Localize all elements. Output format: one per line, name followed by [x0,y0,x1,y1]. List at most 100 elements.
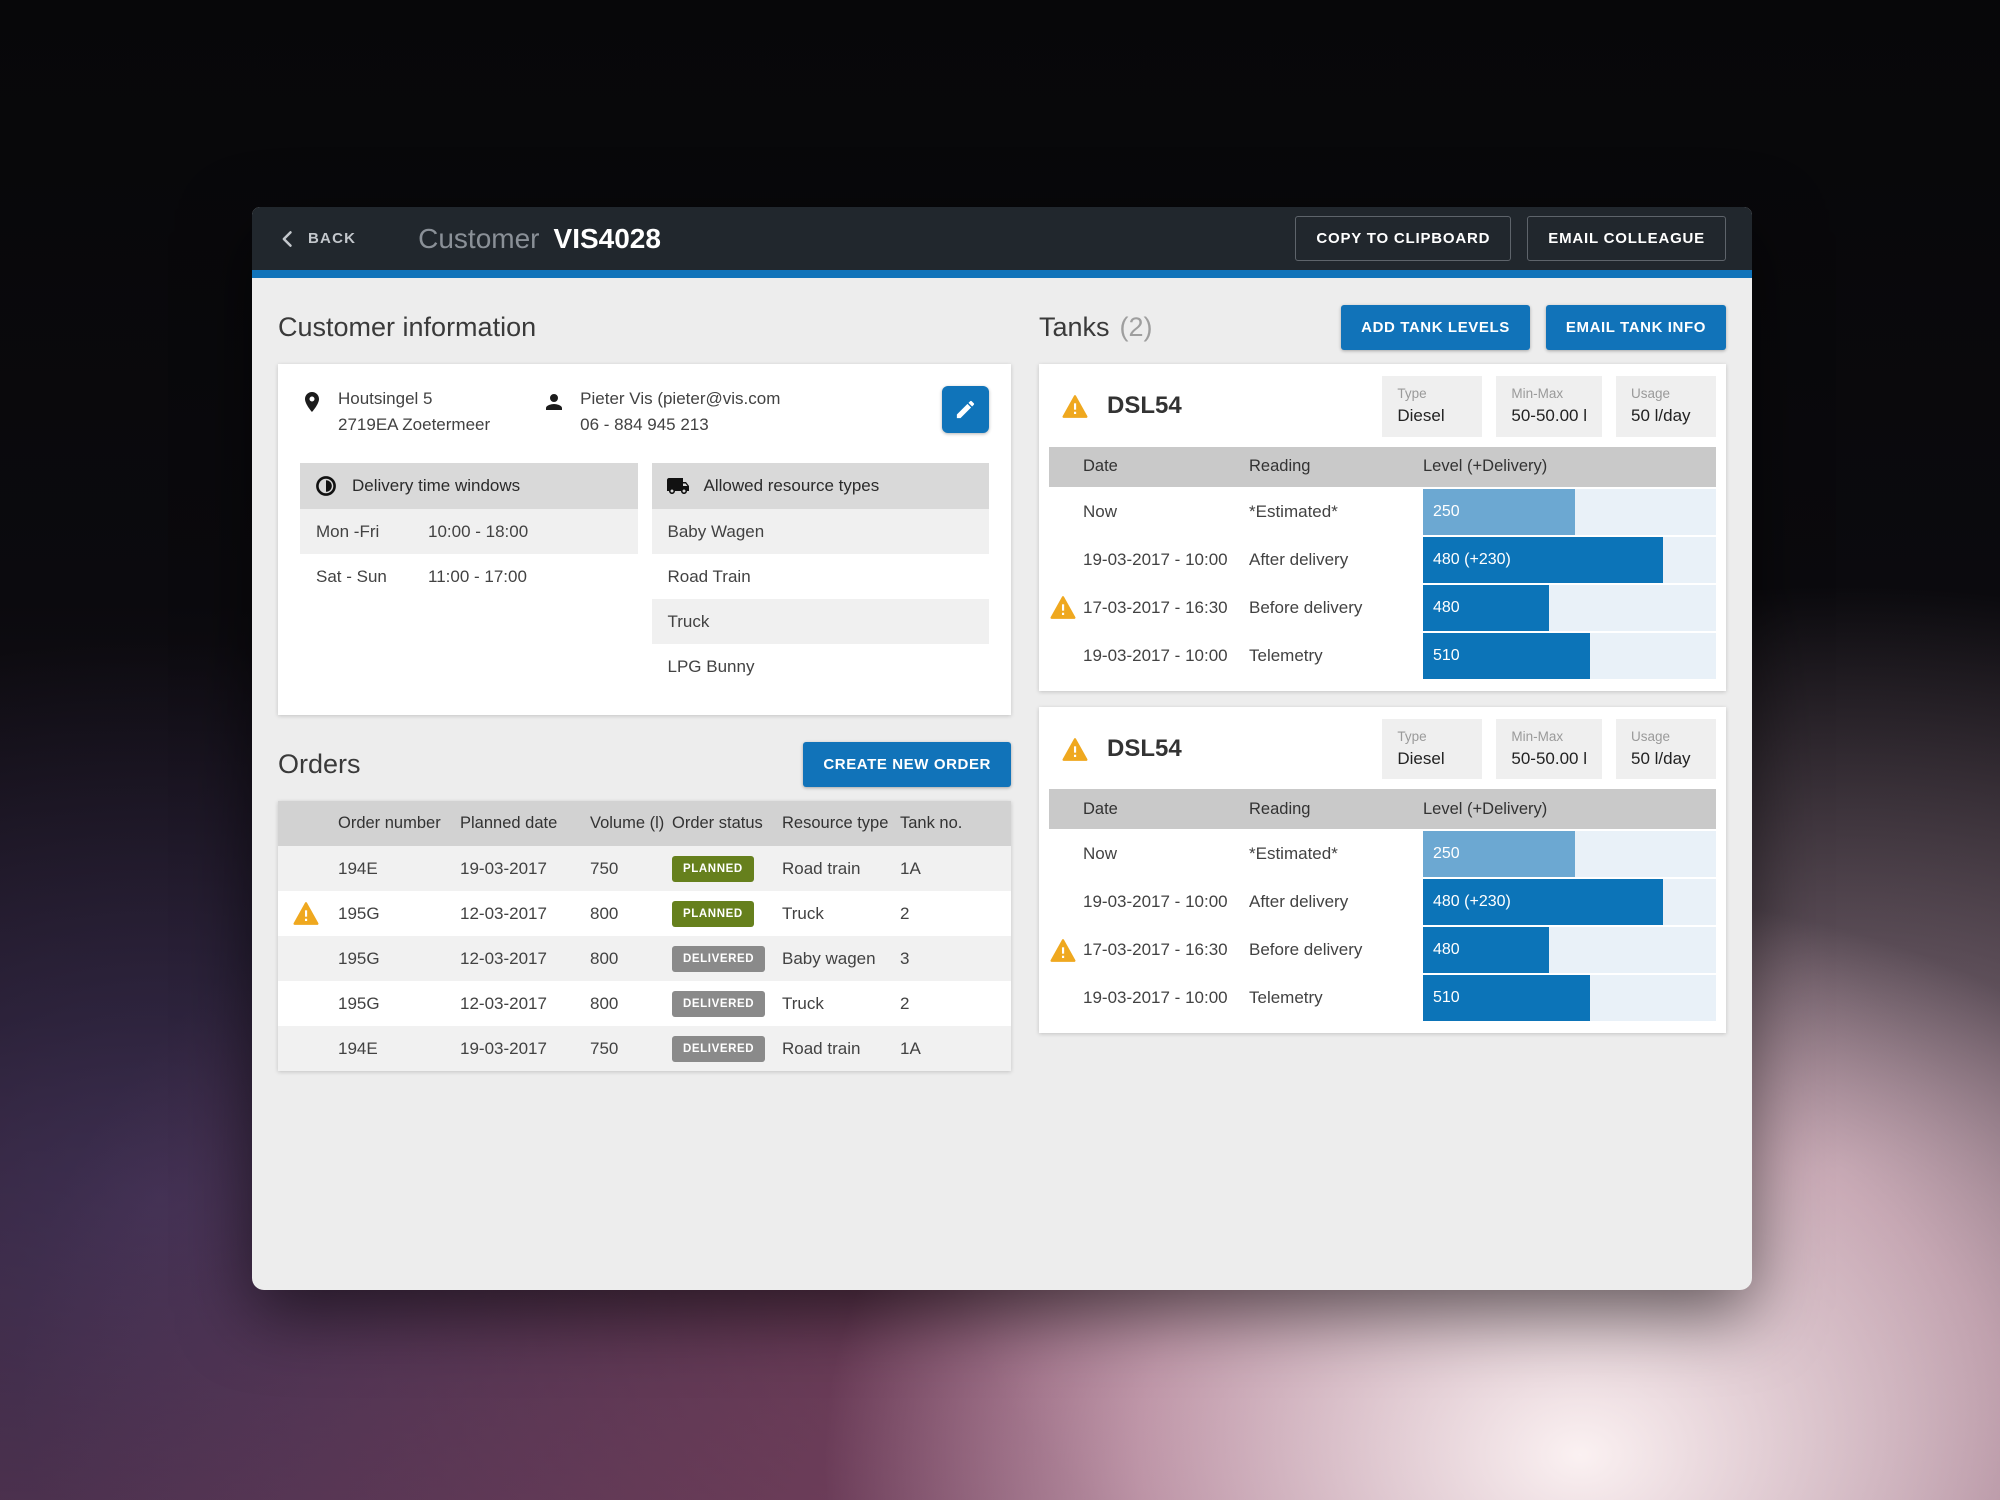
resource-type-label: LPG Bunny [667,656,755,676]
tank-level-row: 17-03-2017 - 16:30 Before delivery 480 [1049,584,1716,631]
planned-date-cell: 19-03-2017 [460,858,547,878]
order-row[interactable]: 195G 12-03-2017 800 PLANNED Truck 2 [278,891,1011,936]
create-new-order-button[interactable]: CREATE NEW ORDER [803,741,1011,787]
order-row[interactable]: 195G 12-03-2017 800 DELIVERED Baby wagen… [278,936,1011,981]
tanks-count: (2) [1119,311,1153,342]
level-value: 480 [1433,941,1460,959]
tank-specs: Type Diesel Min-Max 50-50.00 l [1382,718,1716,780]
page-title-prefix: Customer [418,222,540,254]
delivery-time-windows-title: Delivery time windows [352,476,521,495]
planned-date-cell: 12-03-2017 [460,903,547,923]
orders-table: Order number Planned date Volume (l) Ord… [278,801,1011,1071]
tank-table-header: Date Reading Level (+Delivery) [1049,446,1716,487]
customer-contact: Pieter Vis (pieter@vis.com 06 - 884 945 … [542,386,780,437]
tank-cards: DSL54 Type Diesel M [1039,364,1726,1034]
tanks-heading: Tanks [1039,311,1110,342]
planned-date-cell: 12-03-2017 [460,993,547,1013]
customer-id: VIS4028 [553,222,661,254]
edit-customer-button[interactable] [942,386,989,433]
level-value: 510 [1433,989,1460,1007]
order-row[interactable]: 194E 19-03-2017 750 DELIVERED Road train… [278,1026,1011,1071]
tank-spec-box: Type Diesel [1382,718,1483,780]
reading-type: *Estimated* [1249,501,1338,521]
back-button[interactable]: BACK [278,229,356,249]
reading-type: Before delivery [1249,940,1363,960]
reading-date: 17-03-2017 - 16:30 [1083,597,1228,617]
tank-spec-box: Min-Max 50-50.00 l [1496,376,1602,437]
customer-information-card: Houtsingel 5 2719EA Zoetermeer Pieter Vi… [278,364,1011,715]
tank-level-row: 19-03-2017 - 10:00 After delivery 480 (+… [1049,879,1716,926]
orders-table-header: Order number Planned date Volume (l) Ord… [278,801,1011,846]
order-number-cell: 195G [338,948,380,968]
tank-spec-value: 50 l/day [1631,748,1691,768]
resource-type-label: Truck [667,611,710,631]
volume-cell: 750 [590,1038,619,1058]
volume-cell: 800 [590,993,619,1013]
tank-no-cell: 1A [900,858,921,878]
tank-spec-label: Type [1397,728,1427,744]
tank-no-cell: 2 [900,993,910,1013]
delivery-window-hours: 11:00 - 17:00 [428,566,527,586]
tank-level-row: 19-03-2017 - 10:00 Telemetry 510 [1049,632,1716,679]
tank-rows: Now *Estimated* 250 [1049,488,1716,679]
tank-spec-value: Diesel [1397,748,1445,768]
delivery-window-days: Mon -Fri [316,521,380,541]
level-bar-track: 250 [1423,831,1716,878]
planned-date-cell: 19-03-2017 [460,1038,547,1058]
level-bar: 510 [1423,975,1590,1022]
level-bar-track: 510 [1423,632,1716,679]
col-reading: Reading [1249,799,1311,818]
level-bar: 480 [1423,927,1549,974]
tank-level-row: 19-03-2017 - 10:00 After delivery 480 (+… [1049,536,1716,583]
col-reading: Reading [1249,457,1311,476]
col-order-number: Order number [338,814,441,832]
resource-type-cell: Truck [782,903,824,923]
top-bar: BACK Customer VIS4028 COPY TO CLIPBOARD … [252,207,1752,270]
tank-card: DSL54 Type Diesel M [1039,706,1726,1034]
col-tank-no: Tank no. [900,814,963,832]
email-colleague-button[interactable]: EMAIL COLLEAGUE [1527,216,1726,261]
allowed-resource-types-title: Allowed resource types [703,476,880,495]
tank-specs: Type Diesel Min-Max 50-50.00 l [1382,376,1716,437]
tank-card: DSL54 Type Diesel M [1039,364,1726,691]
page-title: Customer VIS4028 [418,223,661,255]
resource-type-row: Road Train [651,554,989,599]
level-value: 250 [1433,845,1460,863]
delivery-windows-list: Mon -Fri 10:00 - 18:00 Sat - Sun 11:00 -… [300,509,638,599]
email-tank-info-button[interactable]: EMAIL TANK INFO [1545,304,1726,350]
col-level: Level (+Delivery) [1423,799,1548,818]
add-tank-levels-button[interactable]: ADD TANK LEVELS [1341,304,1530,350]
order-row[interactable]: 194E 19-03-2017 750 PLANNED Road train 1… [278,846,1011,891]
reading-date: 17-03-2017 - 16:30 [1083,940,1228,960]
order-row[interactable]: 195G 12-03-2017 800 DELIVERED Truck 2 [278,981,1011,1026]
customer-information-heading: Customer information [278,311,537,342]
contact-line-2: 06 - 884 945 213 [580,414,709,434]
tank-no-cell: 3 [900,948,910,968]
person-icon [546,394,563,410]
address-line-2: 2719EA Zoetermeer [338,414,491,434]
reading-date: 19-03-2017 - 10:00 [1083,988,1228,1008]
resource-type-row: Baby Wagen [651,509,989,554]
col-order-status: Order status [672,814,763,832]
tank-level-row: 17-03-2017 - 16:30 Before delivery 480 [1049,927,1716,974]
pencil-icon [956,400,975,419]
warning-icon [1061,737,1089,762]
tank-spec-box: Usage 50 l/day [1616,376,1716,437]
reading-date: Now [1083,501,1118,521]
order-status-badge: DELIVERED [672,990,766,1017]
level-bar-track: 480 [1423,927,1716,974]
reading-date: 19-03-2017 - 10:00 [1083,645,1228,665]
chevron-left-icon [282,230,292,247]
warning-icon [1049,938,1077,963]
resource-types-list: Baby Wagen Road Train Truck [651,509,989,689]
orders-rows: 194E 19-03-2017 750 PLANNED Road train 1… [278,846,1011,1071]
delivery-window-hours: 10:00 - 18:00 [428,521,529,541]
tank-name: DSL54 [1107,735,1182,763]
copy-to-clipboard-button[interactable]: COPY TO CLIPBOARD [1295,216,1512,261]
volume-cell: 750 [590,858,619,878]
level-bar-track: 510 [1423,975,1716,1022]
tank-spec-label: Min-Max [1511,386,1564,401]
resource-type-cell: Road train [782,858,861,878]
reading-type: Telemetry [1249,645,1323,665]
delivery-window-row: Sat - Sun 11:00 - 17:00 [300,554,638,599]
